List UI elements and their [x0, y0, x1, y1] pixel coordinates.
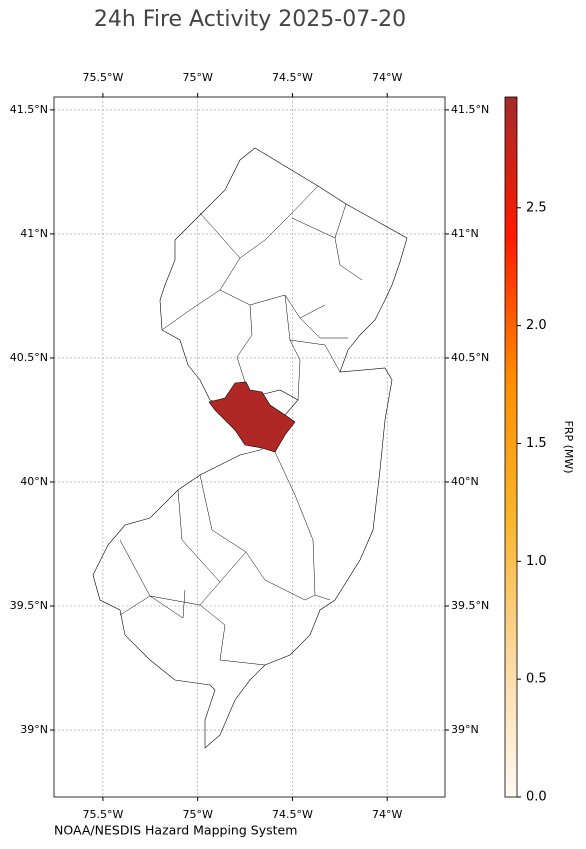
colorbar-tick-label: 0.0 [526, 790, 547, 805]
map-frame [53, 96, 446, 798]
x-tick-label: 74.5°W [272, 808, 313, 821]
x-tick-label: 75.5°W [82, 71, 123, 84]
grid [54, 97, 445, 797]
y-tick-label: 40.5°N [451, 351, 489, 364]
y-tick-label: 40°N [451, 475, 479, 488]
chart-title: 24h Fire Activity 2025-07-20 [94, 7, 406, 32]
x-tick-label: 75.5°W [82, 808, 123, 821]
y-tick-label: 41.5°N [10, 103, 48, 116]
fire-region [208, 381, 296, 453]
y-tick-label: 39.5°N [451, 599, 489, 612]
colorbar-tick-label: 1.5 [526, 436, 547, 451]
colorbar-tick-label: 2.0 [526, 318, 547, 333]
y-tick-label: 40.5°N [10, 351, 48, 364]
y-tick-label: 39°N [451, 723, 479, 736]
colorbar-label: FRP (MW) [562, 420, 575, 473]
county-lines [119, 185, 363, 666]
x-tick-label: 74°W [372, 71, 402, 84]
y-tick-label: 40°N [20, 475, 48, 488]
colorbar-tick-label: 0.5 [526, 672, 547, 687]
credit: NOAA/NESDIS Hazard Mapping System [54, 823, 297, 838]
x-tick-label: 74.5°W [272, 71, 313, 84]
state-outline [92, 147, 408, 749]
y-tick-label: 41.5°N [451, 103, 489, 116]
y-tick-label: 41°N [451, 227, 479, 240]
y-tick-label: 39.5°N [10, 599, 48, 612]
colorbar [504, 96, 518, 798]
x-tick-label: 75°W [182, 71, 212, 84]
x-tick-label: 75°W [182, 808, 212, 821]
colorbar-tick-label: 2.5 [526, 200, 547, 215]
y-tick-label: 41°N [20, 227, 48, 240]
colorbar-tick-label: 1.0 [526, 554, 547, 569]
y-tick-label: 39°N [20, 723, 48, 736]
x-tick-label: 74°W [372, 808, 402, 821]
